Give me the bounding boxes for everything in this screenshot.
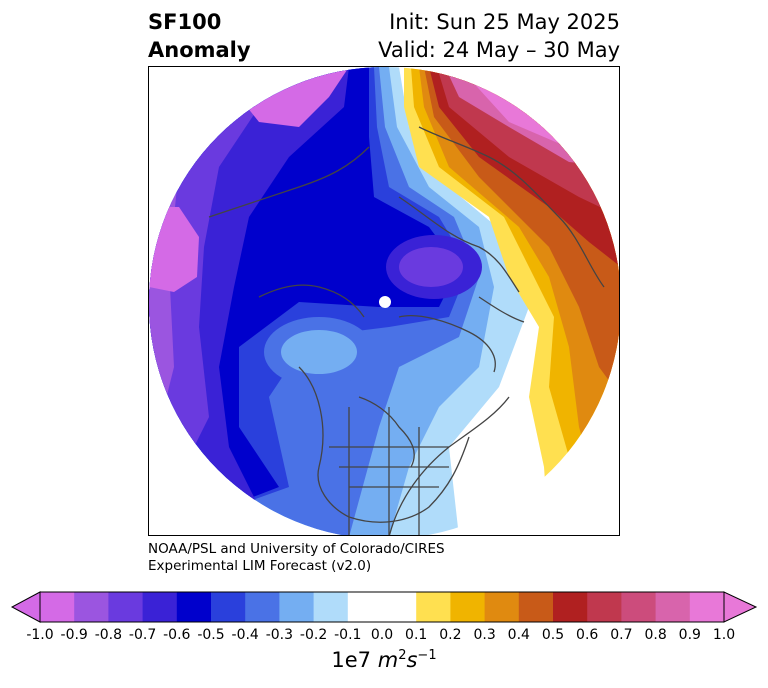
colorbar-tick-label: -0.7: [128, 627, 157, 643]
colorbar-bin: [587, 592, 622, 622]
anomaly-field: [149, 67, 619, 535]
colorbar-tick-label: -0.9: [60, 627, 88, 643]
neg-08-region: [149, 67, 309, 535]
colorbar-bin: [313, 592, 349, 622]
colorbar-tick-label: 0.3: [473, 627, 496, 643]
colorbar-tick-label: 0.2: [439, 627, 462, 643]
anomaly-map: [149, 67, 619, 535]
colorbar-bin: [621, 592, 657, 622]
colorbar-bin: [518, 592, 554, 622]
colorbar-tick-label: -0.1: [334, 627, 362, 643]
colorbar-tick-label: 0.9: [678, 627, 701, 643]
colorbar-bin: [347, 592, 383, 622]
credit-line-1: NOAA/PSL and University of Colorado/CIRE…: [148, 541, 445, 557]
colorbar-bin: [450, 592, 486, 622]
coastlines: [208, 126, 605, 535]
colorbar-bin: [416, 592, 451, 622]
colorbar-bin: [553, 592, 588, 622]
neg-10-west: [149, 207, 199, 292]
colorbar-bin: [176, 592, 212, 622]
colorbar: [10, 591, 758, 623]
colorbar-tick-label: 0.7: [610, 627, 633, 643]
colorbar-tick-label: -1.0: [26, 627, 54, 643]
colorbar-tick-label: 0.0: [370, 627, 394, 643]
colorbar-tick-label: -0.4: [231, 627, 259, 643]
colorbar-tick-label: 1.0: [712, 627, 736, 643]
colorbar-tick-label: 0.8: [644, 627, 667, 643]
map-title: SF100 Anomaly: [148, 8, 251, 64]
colorbar-frame: [39, 591, 725, 623]
colorbar-bin: [655, 592, 691, 622]
colorbar-tick-label: 0.5: [541, 627, 565, 643]
colorbar-bin: [142, 592, 178, 622]
colorbar-tick-label: 0.1: [405, 627, 428, 643]
colorbar-bin: [245, 592, 280, 622]
pole-point: [379, 296, 391, 308]
neg-03-patch: [281, 330, 357, 374]
colorbar-tick-label: -0.6: [163, 627, 191, 643]
colorbar-extend-high: [723, 591, 758, 623]
colorbar-tick-label: 0.6: [576, 627, 599, 643]
init-date: Init: Sun 25 May 2025: [389, 10, 620, 34]
colorbar-tick-label: -0.3: [265, 627, 294, 643]
map-panel: [148, 66, 620, 536]
colorbar-ticks: -1.0 -0.9 -0.8 -0.7 -0.6 -0.5 -0.4 -0.3 -0.2 -0.1…: [0, 627, 768, 647]
colorbar-tick-label: -0.2: [299, 627, 328, 643]
credit-line-2: Experimental LIM Forecast (v2.0): [148, 558, 372, 574]
colorbar-bin: [74, 592, 109, 622]
title-variable: SF100: [148, 10, 222, 34]
title-type: Anomaly: [148, 38, 251, 62]
colorbar-unit: 1e7 m2s−1: [331, 648, 437, 672]
colorbar-extend-low: [10, 591, 41, 623]
valid-range: Valid: 24 May – 30 May: [378, 38, 620, 62]
credit-block: NOAA/PSL and University of Colorado/CIRE…: [148, 541, 445, 575]
colorbar-tick-label: -0.8: [94, 627, 123, 643]
colorbar-tick-label: 0.4: [507, 627, 530, 643]
colorbar-bin: [689, 592, 725, 622]
colorbar-bin: [382, 592, 417, 622]
map-dates: Init: Sun 25 May 2025 Valid: 24 May – 30…: [378, 8, 620, 64]
colorbar-bin: [484, 592, 520, 622]
neg-08-arctic: [399, 247, 463, 287]
colorbar-tick-label: -0.5: [197, 627, 225, 643]
colorbar-bin: [279, 592, 315, 622]
colorbar-bin: [211, 592, 246, 622]
colorbar-bin: [108, 592, 144, 622]
colorbar-bin: [40, 592, 75, 622]
